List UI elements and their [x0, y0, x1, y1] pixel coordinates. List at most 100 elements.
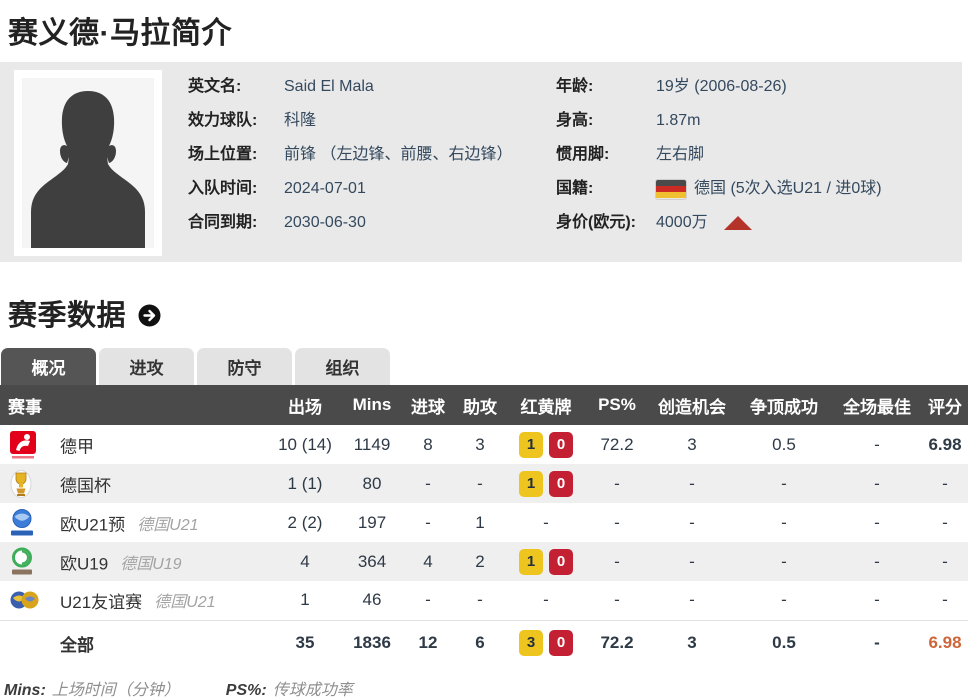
field-value: 左右脚: [656, 146, 705, 163]
cell-appearances: 1 (1): [268, 464, 342, 503]
cell-appearances: 35: [268, 619, 342, 666]
cell-motm: -: [832, 542, 922, 581]
field-joined: 入队时间: 2024-07-01: [188, 178, 540, 200]
up-arrow-icon: [723, 216, 752, 230]
field-value: 19岁 (2006-08-26): [656, 78, 787, 95]
season-stats-table: 赛事 出场 Mins 进球 助攻 红黄牌 PS% 创造机会 争顶成功 全场最佳 …: [0, 385, 968, 666]
cell-appearances: 1: [300, 590, 310, 610]
cell-pass-success: -: [614, 590, 620, 610]
cell-assists: 1: [475, 512, 485, 532]
competition-name[interactable]: 欧U19: [60, 554, 109, 573]
euro-u19-logo: [8, 547, 42, 577]
yellow-card-badge: 1: [519, 470, 543, 497]
field-english-name: 英文名: Said El Mala: [188, 76, 540, 98]
cell-mins: 364: [342, 542, 402, 581]
cell-goals: -: [425, 590, 431, 610]
season-section-title: 赛季数据: [8, 300, 127, 332]
tab-overview[interactable]: 概况: [1, 348, 96, 385]
tab-attack[interactable]: 进攻: [99, 348, 194, 385]
tab-defense[interactable]: 防守: [197, 348, 292, 385]
field-label: 场上位置:: [188, 146, 258, 163]
yellow-card-badge: 1: [519, 431, 543, 458]
competition-name[interactable]: 德甲: [60, 437, 94, 456]
dfb-pokal-logo: [8, 469, 42, 499]
cell-rating: 6.98: [928, 434, 962, 454]
cell-mins: 46: [362, 590, 382, 610]
cell-aerials-won: -: [736, 464, 832, 503]
arrow-circle-right-icon[interactable]: [138, 304, 161, 327]
competition-team-note: 德国U19: [120, 555, 182, 573]
cell-goals: 4: [402, 542, 454, 581]
tab-organization[interactable]: 组织: [295, 348, 390, 385]
season-section-header: 赛季数据: [0, 262, 968, 348]
footnote-ps-label: PS%:: [225, 682, 267, 699]
cell-rating: -: [922, 542, 968, 581]
cell-pass-success: -: [586, 542, 648, 581]
field-market-value: 身价(欧元): 4000万: [556, 212, 948, 234]
header-appearances: 出场: [268, 385, 342, 425]
field-value: 1.87m: [656, 112, 701, 129]
competition-name[interactable]: 德国杯: [60, 476, 111, 495]
cell-assists: -: [477, 590, 483, 610]
germany-flag-icon: [656, 179, 686, 199]
cell-goals: 12: [402, 619, 454, 666]
field-position: 场上位置: 前锋 （左边锋、前腰、右边锋）: [188, 144, 540, 166]
header-chances-created: 创造机会: [648, 385, 736, 425]
field-value: Said El Mala: [284, 78, 374, 95]
competition-team-note: 德国U21: [154, 594, 216, 612]
cell-cards: -: [543, 590, 549, 610]
cell-motm: -: [832, 619, 922, 666]
competition-team-note: 德国U21: [137, 516, 199, 534]
cell-motm: -: [874, 434, 880, 454]
cell-rating: -: [922, 464, 968, 503]
field-nationality: 国籍: 德国 (5次入选U21 / 进0球): [556, 178, 948, 200]
cell-competition: 全部: [0, 619, 268, 666]
cell-motm: -: [874, 590, 880, 610]
competition-name[interactable]: 欧U21预: [60, 515, 126, 534]
cell-appearances: 2 (2): [287, 512, 323, 532]
cell-chances-created: 3: [687, 434, 697, 454]
cell-assists: 2: [454, 542, 506, 581]
competition-name[interactable]: 全部: [60, 635, 94, 655]
cell-chances-created: -: [648, 542, 736, 581]
bundesliga-logo: [8, 430, 42, 460]
cell-competition: 欧U19 德国U19: [0, 542, 268, 581]
cell-aerials-won: -: [781, 590, 787, 610]
field-preferred-foot: 惯用脚: 左右脚: [556, 144, 948, 166]
footnote-mins-desc: 上场时间（分钟）: [51, 682, 180, 699]
red-card-badge: 0: [549, 630, 573, 657]
red-card-badge: 0: [549, 470, 573, 497]
player-silhouette-icon: [22, 78, 154, 248]
yellow-card-badge: 1: [519, 548, 543, 575]
field-club: 效力球队: 科隆: [188, 110, 540, 132]
cell-competition: U21友谊赛 德国U21: [0, 581, 268, 620]
cell-aerials-won: 0.5: [736, 619, 832, 666]
cell-aerials-won: -: [736, 542, 832, 581]
competition-name[interactable]: U21友谊赛: [60, 592, 143, 612]
cell-assists: -: [454, 464, 506, 503]
header-assists: 助攻: [454, 385, 506, 425]
header-competition: 赛事: [0, 385, 268, 425]
cell-pass-success: 72.2: [586, 619, 648, 666]
field-contract-until: 合同到期: 2030-06-30: [188, 212, 540, 234]
cell-assists: 3: [475, 434, 485, 454]
header-mins: Mins: [342, 385, 402, 425]
field-value: 科隆: [284, 112, 317, 129]
field-label: 入队时间:: [188, 180, 258, 197]
cell-mins: 1149: [353, 434, 391, 454]
field-label: 效力球队:: [188, 112, 258, 129]
table-row: U21友谊赛 德国U21 1 46 - - - - - - - -: [0, 581, 968, 620]
header-motm: 全场最佳: [832, 385, 922, 425]
field-label: 身价(欧元):: [556, 214, 636, 231]
cell-motm: -: [874, 512, 880, 532]
red-card-badge: 0: [549, 431, 573, 458]
field-value: 2024-07-01: [284, 180, 366, 197]
header-aerials-won: 争顶成功: [736, 385, 832, 425]
footnote-mins-label: Mins:: [4, 682, 46, 699]
